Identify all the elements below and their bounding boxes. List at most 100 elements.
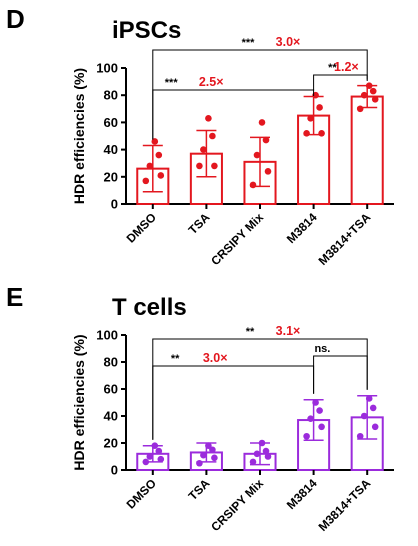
data-point-dmso (155, 447, 163, 455)
data-point-crsipy-mix (262, 447, 270, 455)
data-point-crsipy-mix (264, 453, 272, 460)
data-point-m3814-tsa (369, 87, 377, 95)
data-point-tsa (209, 132, 216, 140)
x-tick-label-crsipy-mix: CRSIPY Mix (208, 210, 266, 268)
significance-bracket (152, 365, 315, 440)
significance-bracket (313, 355, 368, 394)
bar-m3814-tsa (350, 95, 384, 205)
y-tick-label: 60 (104, 115, 118, 130)
chart-e: 0 20 40 60 80 100 HDR efficiencies (%) DMSO TSAC… (71, 324, 394, 534)
y-tick-label: 80 (104, 355, 118, 370)
data-point-tsa (196, 459, 203, 467)
fold-change-label: 3.1× (276, 324, 301, 338)
data-point-m3814-tsa (365, 395, 373, 402)
fold-change-label: 2.5× (199, 75, 224, 89)
data-point-m3814-tsa (356, 105, 364, 113)
significance-bracket (313, 74, 368, 91)
data-point-tsa (205, 442, 212, 450)
data-point-crsipy-mix (249, 181, 257, 189)
data-point-crsipy-mix (258, 119, 266, 126)
data-point-m3814 (307, 415, 314, 423)
panel-e: E T cells 0 20 40 60 80 100 HDR efficiencies (… (6, 282, 394, 534)
y-axis-label: HDR efficiencies (%) (71, 334, 87, 470)
data-point-dmso (146, 162, 154, 170)
data-point-m3814 (307, 115, 314, 122)
significance-label: ** (246, 326, 255, 338)
data-point-crsipy-mix (249, 458, 257, 466)
significance-label: ns. (314, 343, 330, 355)
data-point-dmso (151, 442, 159, 450)
x-tick-label-m3814: M3814 (284, 210, 320, 246)
y-tick-label: 0 (111, 197, 118, 212)
data-point-m3814-tsa (371, 95, 379, 103)
y-tick-label: 100 (96, 61, 118, 76)
data-point-crsipy-mix (264, 168, 272, 175)
x-tick-label-m3814-tsa: M3814+TSA (316, 210, 374, 268)
data-point-m3814-tsa (371, 423, 379, 431)
data-point-dmso (142, 177, 150, 185)
data-point-crsipy-mix (262, 136, 270, 144)
significance-label: *** (165, 77, 179, 89)
panel-letter-e: E (6, 282, 23, 312)
y-tick-label: 100 (96, 328, 118, 343)
panel-d: D iPSCs 0 20 40 60 80 100 HDR efficiencies (%)… (6, 4, 394, 268)
chart-d: 0 20 40 60 80 100 HDR efficiencies (%) DMSO TSAC… (71, 35, 394, 268)
data-point-m3814-tsa (356, 432, 364, 440)
data-point-m3814-tsa (365, 82, 373, 89)
significance-bracket (152, 89, 315, 140)
y-tick-label: 20 (104, 169, 118, 184)
data-point-m3814 (316, 104, 323, 111)
y-tick-label: 20 (104, 436, 118, 451)
data-point-dmso (146, 453, 154, 460)
data-point-m3814 (303, 432, 310, 440)
data-point-dmso (157, 172, 165, 179)
data-point-tsa (211, 454, 218, 462)
y-tick-label: 60 (104, 382, 118, 397)
data-point-m3814 (303, 129, 310, 137)
x-tick-label-tsa: TSA (186, 476, 213, 503)
y-tick-label: 80 (104, 88, 118, 103)
fold-change-label: 3.0× (203, 351, 228, 365)
fold-change-label: 1.2× (334, 60, 359, 74)
data-point-m3814-tsa (360, 91, 368, 99)
significance-label: *** (242, 37, 256, 49)
panel-title-d: iPSCs (112, 17, 181, 44)
data-point-tsa (209, 446, 216, 454)
data-point-m3814 (318, 423, 325, 431)
data-point-crsipy-mix (253, 151, 261, 159)
x-tick-label-m3814: M3814 (284, 476, 320, 512)
y-tick-label: 0 (111, 463, 118, 478)
significance-bracket (152, 49, 368, 140)
data-point-crsipy-mix (253, 450, 261, 458)
data-point-tsa (200, 146, 207, 153)
data-point-tsa (205, 115, 212, 122)
y-axis-label: HDR efficiencies (%) (71, 68, 87, 204)
significance-label: ** (171, 353, 180, 365)
data-point-dmso (155, 151, 163, 159)
data-point-m3814 (318, 129, 325, 137)
data-point-dmso (142, 458, 150, 466)
x-tick-label-m3814-tsa: M3814+TSA (316, 476, 374, 534)
y-tick-label: 40 (104, 409, 118, 424)
data-point-m3814 (316, 407, 323, 414)
significance-label: ** (328, 62, 337, 74)
x-tick-label-tsa: TSA (186, 210, 213, 237)
fold-change-label: 3.0× (276, 35, 301, 49)
x-tick-label-dmso: DMSO (124, 476, 159, 511)
data-point-m3814 (312, 399, 319, 406)
x-tick-label-dmso: DMSO (124, 210, 159, 245)
panel-letter-d: D (6, 4, 25, 34)
data-point-m3814-tsa (369, 404, 377, 412)
x-tick-label-crsipy-mix: CRSIPY Mix (208, 476, 266, 534)
data-point-dmso (157, 455, 165, 463)
data-point-tsa (200, 451, 207, 459)
y-tick-label: 40 (104, 142, 118, 157)
data-point-m3814-tsa (360, 412, 368, 420)
panel-title-e: T cells (112, 294, 187, 321)
significance-bracket (152, 338, 368, 440)
data-point-tsa (211, 162, 218, 170)
data-point-dmso (151, 138, 159, 145)
data-point-tsa (196, 162, 203, 170)
data-point-crsipy-mix (258, 439, 266, 447)
